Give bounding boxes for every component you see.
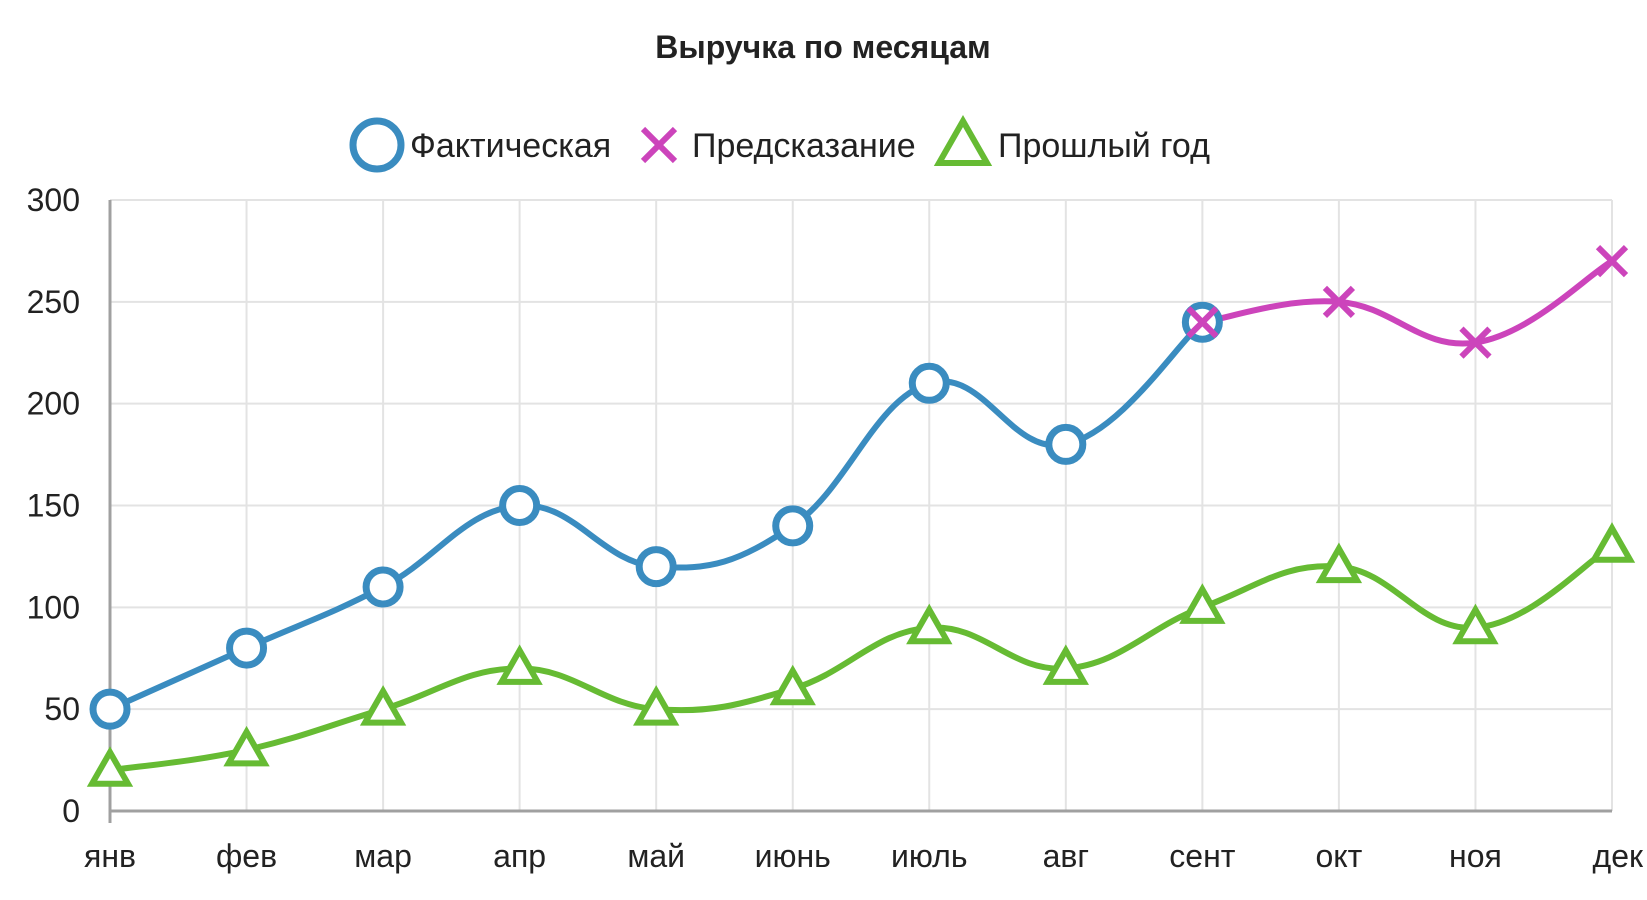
data-point-cross <box>1459 326 1492 359</box>
x-tick-label: мар <box>354 838 412 874</box>
data-point-cross <box>1322 285 1356 318</box>
data-point-circle <box>1045 423 1087 465</box>
data-point-cross-stroke <box>1595 244 1629 278</box>
legend-label: Фактическая <box>410 127 611 165</box>
x-tick-label: дек <box>1593 838 1644 874</box>
data-point-circle <box>362 566 404 608</box>
legend-item: Фактическая <box>349 117 611 173</box>
axes <box>108 200 1612 823</box>
x-tick-label: авг <box>1043 838 1089 874</box>
data-point-triangle <box>633 685 680 726</box>
legend-label: Предсказание <box>692 127 916 165</box>
data-point-cross-stroke <box>1322 285 1356 318</box>
data-point-triangle <box>1042 644 1089 685</box>
data-point-circle <box>772 505 814 547</box>
series-lines <box>107 258 1615 774</box>
y-tick-label: 50 <box>44 691 80 727</box>
grid <box>109 199 1613 812</box>
legend-circle-marker <box>349 117 405 173</box>
x-tick-label: ноя <box>1449 838 1502 874</box>
data-point-circle <box>89 688 131 730</box>
x-tick-label: сент <box>1169 838 1235 874</box>
data-point-triangle <box>359 685 407 726</box>
x-axis-ticks: янв фев мар апр май июнь июль авг сент окт ноя дек <box>84 838 1644 874</box>
data-point-triangle <box>1179 583 1226 624</box>
data-point-triangle <box>86 746 134 787</box>
x-tick-label: фев <box>216 838 277 874</box>
data-point-triangle <box>769 664 816 706</box>
data-point-cross <box>1186 306 1219 339</box>
data-point-cross-stroke <box>1459 326 1492 359</box>
y-tick-label: 300 <box>27 182 80 218</box>
legend-cross-stroke <box>640 126 678 164</box>
data-point-cross-stroke <box>1186 306 1219 339</box>
data-point-triangle <box>223 725 270 767</box>
data-point-triangle <box>1588 522 1636 563</box>
legend: Фактическая Предсказание Прошлый год <box>349 114 1210 173</box>
data-point-triangle <box>1315 542 1363 584</box>
y-tick-label: 100 <box>27 589 80 625</box>
data-point-circle <box>499 485 541 526</box>
data-point-circle <box>908 362 950 404</box>
data-point-circle <box>226 627 268 669</box>
legend-cross-marker <box>640 126 678 164</box>
x-tick-label: окт <box>1316 838 1363 874</box>
series-line-2 <box>107 543 1615 774</box>
data-point-triangle <box>1452 603 1499 645</box>
y-axis-ticks: 0 50 100 150 200 250 300 <box>27 182 80 829</box>
legend-triangle-marker <box>933 114 993 166</box>
chart-title: Выручка по месяцам <box>655 29 990 65</box>
data-point-circle <box>635 546 677 588</box>
y-tick-label: 250 <box>27 284 80 320</box>
series-line-1 <box>1199 258 1615 347</box>
y-tick-label: 0 <box>62 793 80 829</box>
data-point-cross <box>1595 244 1629 278</box>
data-point-triangle <box>496 644 543 685</box>
x-tick-label: июнь <box>755 838 831 874</box>
legend-item: Предсказание <box>640 126 916 165</box>
x-tick-label: янв <box>84 838 136 874</box>
y-tick-label: 200 <box>27 386 80 422</box>
legend-label: Прошлый год <box>998 127 1210 165</box>
y-tick-label: 150 <box>27 488 80 524</box>
x-tick-label: апр <box>493 838 546 874</box>
x-tick-label: май <box>627 838 685 874</box>
data-point-triangle <box>906 603 953 645</box>
legend-item: Прошлый год <box>933 114 1210 166</box>
series-markers <box>86 244 1636 787</box>
x-tick-label: июль <box>891 838 968 874</box>
